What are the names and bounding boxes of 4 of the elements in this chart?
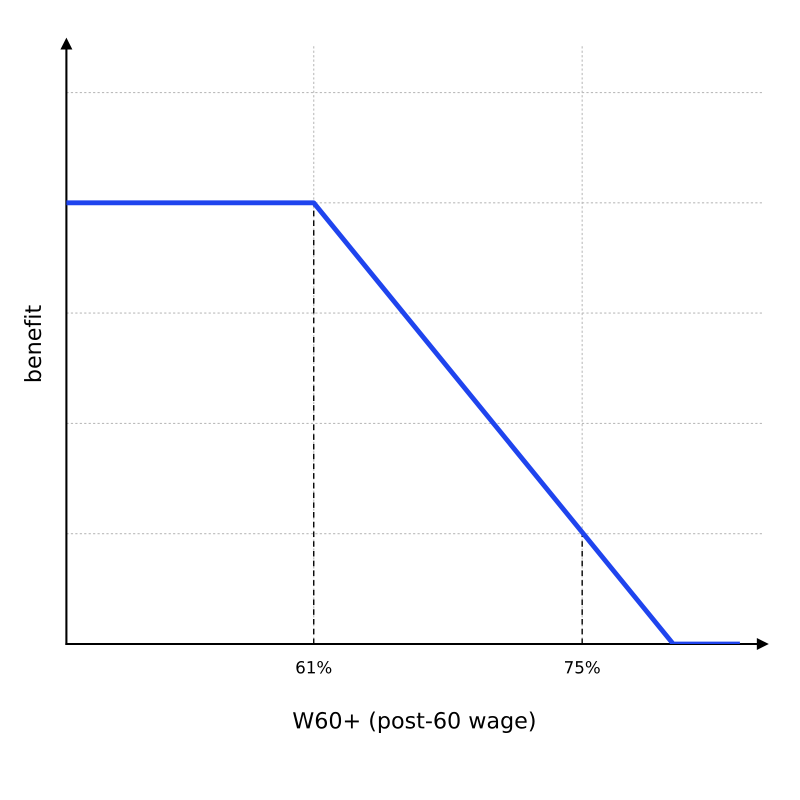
x-tick-label: 61%	[296, 660, 332, 674]
x-axis-title: W60+ (post-60 wage)	[293, 712, 535, 734]
y-axis-title: benefit	[24, 305, 42, 382]
x-tick-label: 75%	[565, 660, 600, 674]
